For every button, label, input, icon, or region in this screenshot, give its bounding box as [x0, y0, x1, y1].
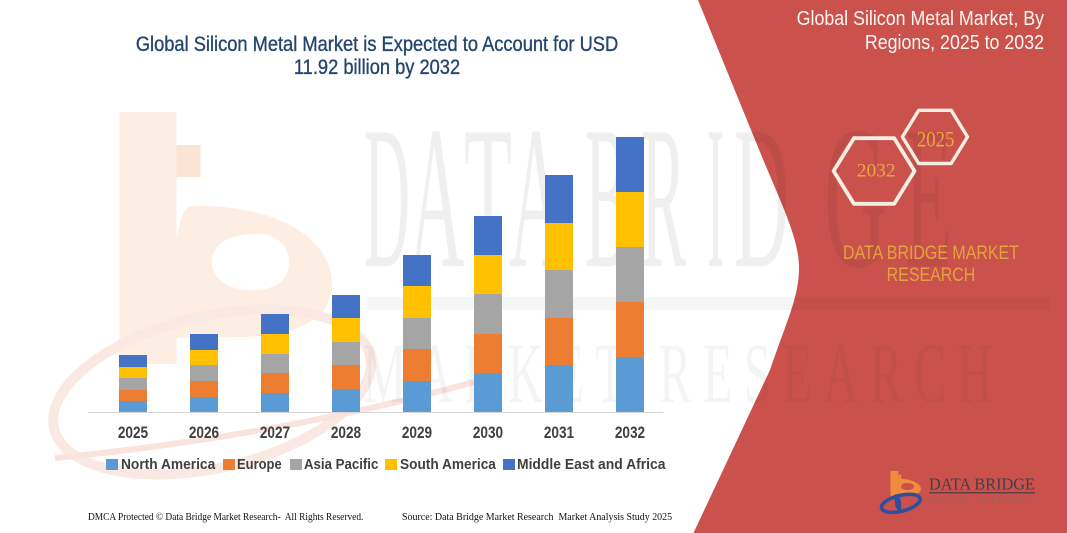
svg-text:DATA BRIDGE: DATA BRIDGE: [929, 475, 1035, 494]
svg-text:MARKET RESEARCH: MARKET RESEARCH: [930, 498, 1034, 505]
svg-text:2025: 2025: [917, 127, 955, 152]
svg-text:2032: 2032: [857, 161, 896, 182]
